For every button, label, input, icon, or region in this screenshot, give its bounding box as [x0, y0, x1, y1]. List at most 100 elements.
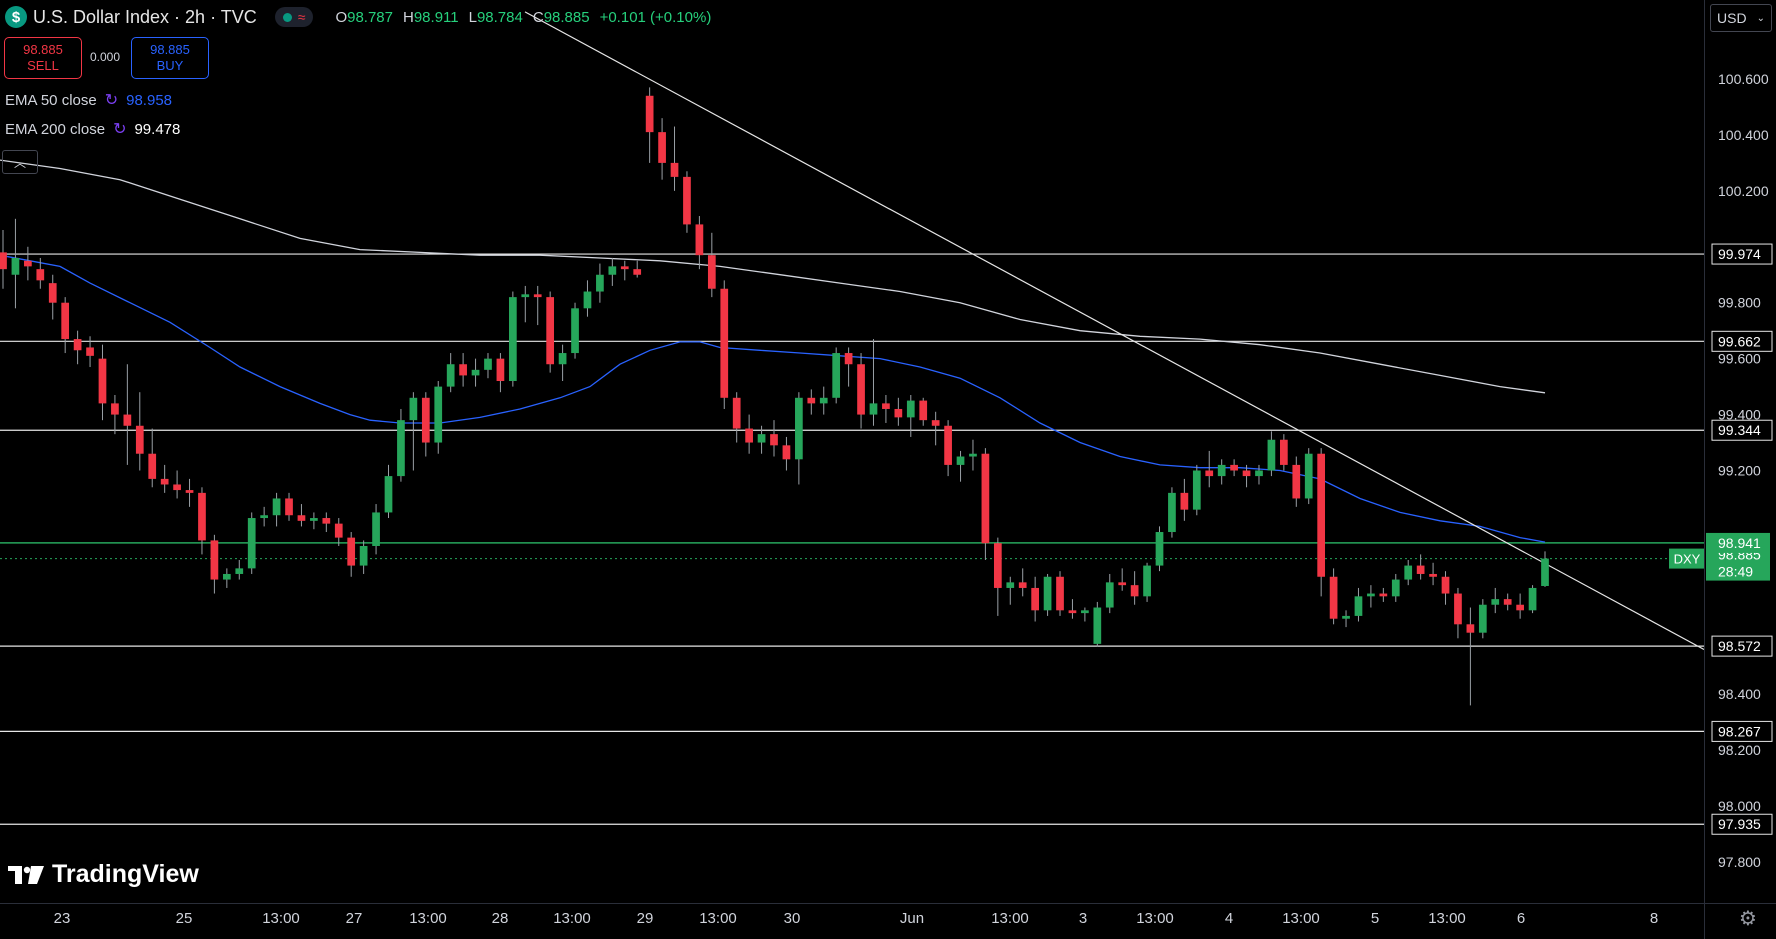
candle-body: [185, 490, 194, 493]
change-value: +0.101 (+0.10%): [599, 8, 712, 26]
collapse-legend-button[interactable]: ︿: [2, 150, 38, 174]
candle-body: [1043, 576, 1052, 611]
candle-body: [409, 397, 418, 421]
candle-body: [620, 266, 629, 270]
candle-body: [1205, 470, 1214, 477]
currency-select[interactable]: USD ⌄: [1710, 4, 1772, 32]
candle-body: [459, 364, 467, 376]
high-label: H: [403, 8, 414, 26]
candle-body: [969, 453, 977, 457]
candle-body: [198, 492, 206, 541]
candle-body: [919, 400, 928, 421]
tradingview-logo-icon: [8, 865, 44, 884]
candle-body: [658, 132, 666, 163]
y-tick-label: 99.200: [1718, 463, 1761, 479]
x-tick-label: 6: [1517, 910, 1525, 927]
candle-body: [123, 414, 132, 426]
low-value: 98.784: [476, 8, 523, 26]
candle-body: [148, 453, 157, 479]
candle-body: [894, 408, 903, 418]
candle-body: [882, 403, 890, 409]
ema200-line: [0, 159, 1546, 394]
y-tick-label: 99.400: [1718, 407, 1761, 423]
x-tick-label: 23: [54, 910, 71, 927]
candle-body: [645, 95, 654, 133]
candle-body: [1031, 587, 1040, 611]
indicator-ema200[interactable]: EMA 200 close ↻ 99.478: [5, 119, 180, 139]
x-tick-label: 27: [346, 910, 363, 927]
candle-body: [1279, 439, 1288, 465]
candle-body: [745, 428, 753, 443]
candle-body: [235, 568, 244, 574]
close-value: 98.885: [543, 8, 590, 26]
candle-body: [111, 403, 119, 415]
refresh-icon: ↻: [113, 121, 127, 138]
level-price-tag: [1711, 243, 1773, 265]
candle-body: [347, 537, 356, 566]
y-tick-label: 98.200: [1718, 742, 1761, 758]
candle-body: [869, 403, 878, 415]
open-label: O: [335, 8, 348, 26]
x-tick-label: Jun: [900, 910, 924, 927]
candle-body: [1367, 593, 1375, 597]
close-label: C: [532, 8, 544, 26]
dollar-symbol-icon: $: [5, 6, 27, 28]
symbol-title[interactable]: U.S. Dollar Index · 2h · TVC: [33, 6, 257, 27]
candle-body: [795, 397, 803, 460]
level-price-tag: [1711, 813, 1773, 835]
wave-icon: ≈: [297, 9, 306, 25]
x-tick-label: 25: [176, 910, 193, 927]
level-price-label: 99.974: [1718, 246, 1761, 262]
candle-body: [521, 294, 530, 298]
candle-body: [496, 358, 505, 382]
market-open-dot-icon: [282, 12, 292, 22]
candle-body: [807, 397, 816, 404]
candle-body: [571, 308, 579, 354]
candle-body: [272, 498, 281, 516]
candle-body: [1317, 453, 1326, 577]
x-tick-label: 13:00: [1428, 910, 1466, 927]
candle-body: [770, 434, 778, 446]
candle-body: [334, 523, 343, 538]
candle-body: [1081, 610, 1089, 614]
refresh-icon: ↻: [104, 92, 119, 109]
candle-body: [931, 420, 940, 426]
x-tick-label: 3: [1079, 910, 1087, 927]
buy-button[interactable]: 98.885 BUY: [131, 37, 209, 79]
candle-body: [944, 425, 952, 465]
candle-body: [1503, 599, 1512, 605]
y-tick-label: 100.400: [1718, 127, 1769, 143]
candle-body: [247, 518, 256, 569]
candle-body: [322, 518, 331, 524]
ema50-price-tag: [1706, 532, 1770, 553]
candle-body: [670, 162, 679, 177]
indicator-ema50[interactable]: EMA 50 close ↻ 98.958: [5, 90, 172, 110]
y-tick-label: 99.800: [1718, 295, 1761, 311]
level-price-label: 99.344: [1718, 422, 1761, 438]
level-price-label: 98.572: [1718, 638, 1761, 654]
x-tick-label: 29: [637, 910, 654, 927]
candle-body: [11, 257, 20, 275]
chart-settings-gear-icon[interactable]: ⚙: [1739, 907, 1757, 930]
x-tick-label: 28: [492, 910, 509, 927]
candle-body: [533, 294, 542, 298]
candle-body: [421, 397, 430, 443]
indicator-ema200-label: EMA 200 close: [5, 120, 106, 138]
candle-body: [1391, 579, 1400, 597]
x-tick-label: 13:00: [991, 910, 1029, 927]
x-tick-label: 13:00: [553, 910, 591, 927]
chevron-up-icon: ︿: [13, 155, 26, 170]
candle-body: [1168, 492, 1176, 533]
candle-body: [73, 339, 82, 351]
market-status[interactable]: ≈: [274, 7, 314, 27]
candle-body: [397, 420, 405, 477]
x-tick-label: 8: [1650, 910, 1658, 927]
tradingview-logo: TradingView: [8, 860, 199, 889]
chevron-down-icon: ⌄: [1756, 12, 1765, 24]
time-axis-separator: [0, 903, 1776, 904]
candle-body: [446, 364, 455, 387]
candle-body: [36, 269, 45, 281]
candle-body: [695, 224, 704, 256]
sell-button[interactable]: 98.885 SELL: [4, 37, 82, 79]
